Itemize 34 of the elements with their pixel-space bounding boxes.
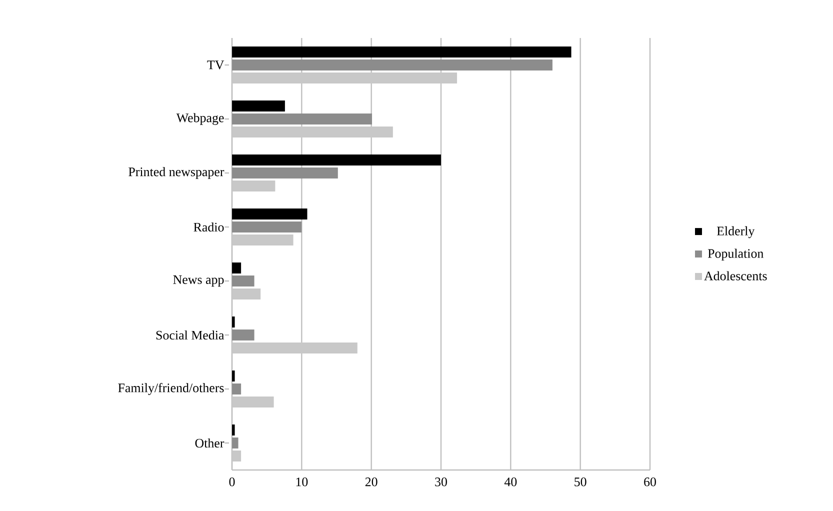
x-tick-label: 60 xyxy=(644,478,656,486)
x-tick-label: 40 xyxy=(504,478,517,486)
bar xyxy=(232,222,302,233)
y-tick-label: News app xyxy=(173,275,224,287)
bar xyxy=(232,438,238,449)
x-tick-label: 0 xyxy=(229,478,235,486)
legend-label: Population xyxy=(708,248,764,260)
bar xyxy=(232,46,572,58)
y-tick-label: Other xyxy=(195,438,224,448)
bar xyxy=(232,168,338,179)
y-tick-label: TV xyxy=(207,60,224,70)
x-tick-label: 30 xyxy=(435,478,447,486)
y-tick-label: Radio xyxy=(194,222,224,232)
bar xyxy=(232,208,308,220)
y-tick-label: Social Media xyxy=(156,330,224,340)
bar xyxy=(232,384,242,395)
bar xyxy=(232,262,242,274)
bar xyxy=(232,370,235,382)
bar xyxy=(232,330,254,341)
y-tick-label: Printed newspaper xyxy=(128,167,224,179)
y-tick-label: Webpage xyxy=(176,113,224,125)
bar xyxy=(232,154,441,166)
legend-label: Adolescents xyxy=(704,271,767,280)
bar xyxy=(232,60,552,71)
x-tick-label: 20 xyxy=(365,478,378,486)
x-tick-label: 10 xyxy=(296,478,308,486)
y-tick-label: Family/friend/others xyxy=(118,383,224,395)
x-tick-label: 50 xyxy=(574,478,586,486)
bar xyxy=(232,100,285,112)
bar xyxy=(232,276,254,287)
legend-label: Elderly xyxy=(716,226,755,238)
bar xyxy=(232,424,235,436)
bar xyxy=(232,316,235,328)
bar xyxy=(232,114,372,125)
